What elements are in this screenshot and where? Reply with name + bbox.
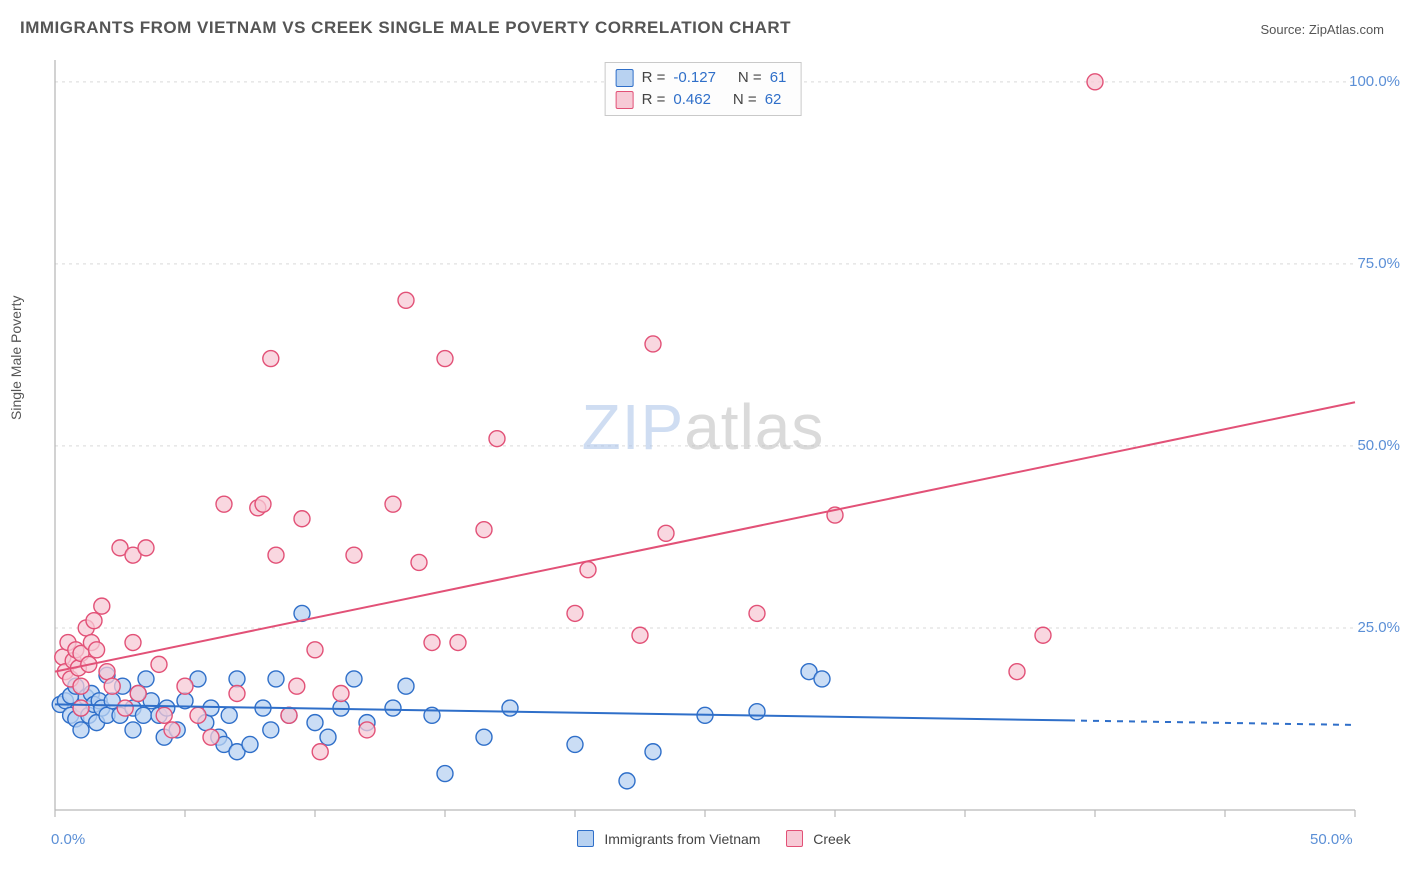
legend-swatch-creek <box>616 91 634 109</box>
y-tick-label: 100.0% <box>1349 73 1400 90</box>
y-axis-label: Single Male Poverty <box>8 295 24 420</box>
n-label: N = <box>733 89 757 111</box>
r-label: R = <box>642 67 666 89</box>
scatter-plot <box>55 60 1355 810</box>
correlation-legend: R = -0.127 N = 61 R = 0.462 N = 62 <box>605 62 802 116</box>
n-value-creek: 62 <box>765 89 782 111</box>
r-label: R = <box>642 89 666 111</box>
n-value-vietnam: 61 <box>770 67 787 89</box>
legend-row-vietnam: R = -0.127 N = 61 <box>616 67 787 89</box>
y-tick-label: 50.0% <box>1357 437 1400 454</box>
r-value-creek: 0.462 <box>673 89 711 111</box>
series-label-vietnam: Immigrants from Vietnam <box>604 831 760 847</box>
y-tick-label: 75.0% <box>1357 255 1400 272</box>
y-tick-label: 25.0% <box>1357 619 1400 636</box>
source-attribution: Source: ZipAtlas.com <box>1260 22 1384 37</box>
n-label: N = <box>738 67 762 89</box>
series-swatch-vietnam <box>577 830 594 847</box>
r-value-vietnam: -0.127 <box>673 67 716 89</box>
legend-swatch-vietnam <box>616 69 634 87</box>
series-label-creek: Creek <box>813 831 850 847</box>
chart-title: IMMIGRANTS FROM VIETNAM VS CREEK SINGLE … <box>20 18 791 38</box>
series-swatch-creek <box>786 830 803 847</box>
series-legend: Immigrants from Vietnam Creek <box>0 830 1406 847</box>
legend-row-creek: R = 0.462 N = 62 <box>616 89 787 111</box>
